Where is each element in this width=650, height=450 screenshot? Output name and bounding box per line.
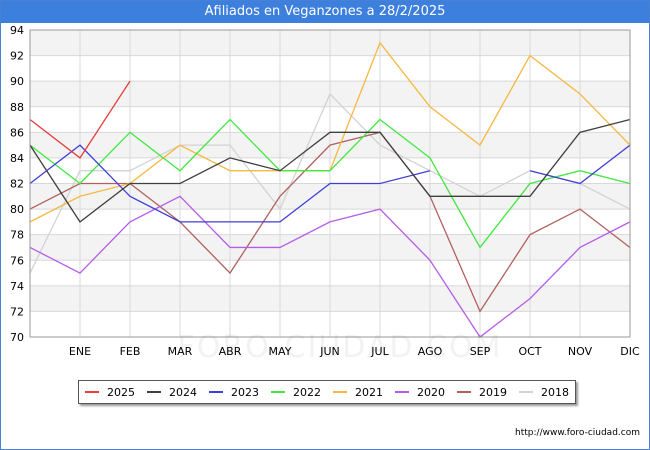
x-tick-label: DIC xyxy=(620,345,640,358)
y-tick-label: 88 xyxy=(10,101,24,114)
y-tick-label: 84 xyxy=(10,152,24,165)
legend-label: 2024 xyxy=(169,385,197,399)
legend-item-2018: 2018 xyxy=(519,386,569,399)
y-tick-label: 94 xyxy=(10,24,24,37)
series-line-2025 xyxy=(29,80,131,159)
x-tick-label: NOV xyxy=(568,345,593,358)
legend-swatch xyxy=(519,391,533,393)
plot-border xyxy=(29,29,631,338)
legend-item-2022: 2022 xyxy=(271,386,321,399)
x-tick-label: FEB xyxy=(120,345,141,358)
x-tick-label: ENE xyxy=(69,345,91,358)
legend-item-2023: 2023 xyxy=(209,386,259,399)
legend-swatch xyxy=(209,391,223,393)
y-tick-label: 74 xyxy=(10,280,24,293)
x-tick-label: AGO xyxy=(418,345,443,358)
x-tick-label: MAY xyxy=(269,345,292,358)
y-tick-label: 92 xyxy=(10,50,24,63)
legend-item-2021: 2021 xyxy=(333,386,383,399)
legend-label: 2022 xyxy=(293,385,321,399)
legend-label: 2025 xyxy=(107,385,135,399)
y-tick-label: 72 xyxy=(10,305,24,318)
x-tick-label: MAR xyxy=(168,345,193,358)
legend-swatch xyxy=(271,391,285,393)
chart-title: Afiliados en Veganzones a 28/2/2025 xyxy=(1,1,649,23)
y-tick-label: 90 xyxy=(10,75,24,88)
legend-label: 2019 xyxy=(479,385,507,399)
x-tick-label: ABR xyxy=(219,345,242,358)
legend-label: 2021 xyxy=(355,385,383,399)
legend: 2025 2024 2023 2022 2021 2020 2019 2018 xyxy=(78,380,576,404)
y-tick-label: 76 xyxy=(10,254,24,267)
legend-swatch xyxy=(147,391,161,393)
legend-item-2024: 2024 xyxy=(147,386,197,399)
y-tick-label: 78 xyxy=(10,229,24,242)
legend-swatch xyxy=(395,391,409,393)
legend-item-2020: 2020 xyxy=(395,386,445,399)
x-tick-label: JUN xyxy=(319,345,340,358)
series-line-2023 xyxy=(29,144,431,223)
series-line-2022 xyxy=(29,118,631,249)
series-line-2024 xyxy=(29,118,631,223)
y-tick-label: 80 xyxy=(10,203,24,216)
axes: 70 72 74 76 78 80 82 84 86 88 90 92 94 ENE FEB MAR ABR MA… xyxy=(10,24,640,358)
legend-swatch xyxy=(333,391,347,393)
series-lines xyxy=(29,41,631,338)
source-url: http://www.foro-ciudad.com xyxy=(515,428,640,438)
legend-swatch xyxy=(85,391,99,393)
legend-swatch xyxy=(457,391,471,393)
legend-label: 2018 xyxy=(541,385,569,399)
x-tick-label: JUL xyxy=(370,345,389,358)
y-tick-label: 86 xyxy=(10,126,24,139)
x-tick-label: SEP xyxy=(470,345,491,358)
y-tick-label: 70 xyxy=(10,331,24,344)
legend-item-2019: 2019 xyxy=(457,386,507,399)
series-line-2020 xyxy=(29,195,631,338)
y-tick-label: 82 xyxy=(10,178,24,191)
legend-label: 2023 xyxy=(231,385,259,399)
x-tick-label: OCT xyxy=(518,345,541,358)
legend-label: 2020 xyxy=(417,385,445,399)
legend-item-2025: 2025 xyxy=(85,386,135,399)
